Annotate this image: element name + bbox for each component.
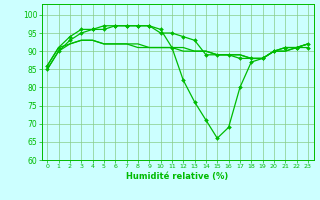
X-axis label: Humidité relative (%): Humidité relative (%) <box>126 172 229 181</box>
